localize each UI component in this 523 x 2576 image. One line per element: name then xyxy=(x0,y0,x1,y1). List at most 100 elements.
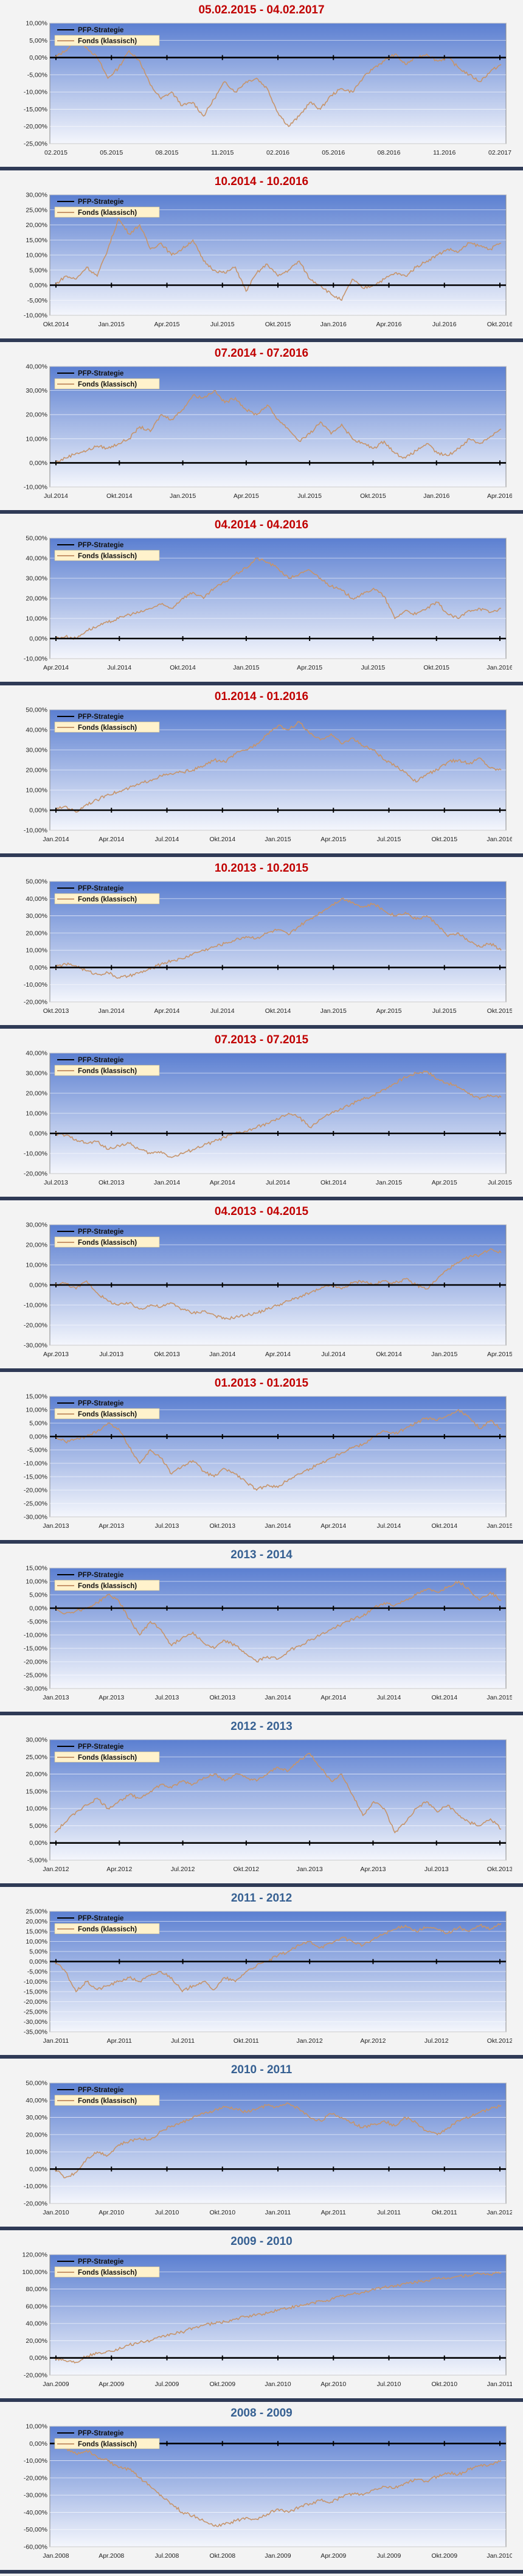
x-tick-label: Jul.2014 xyxy=(155,836,179,843)
x-tick-label: Jul.2010 xyxy=(155,2209,179,2216)
legend-label-strategy: PFP-Strategie xyxy=(78,542,123,549)
chart-panel: 2008 - 2009 10,00% 0,00% -10,00% -20,00% -30,… xyxy=(0,2403,523,2574)
chart-svg: 50,00% 40,00% 30,00% 20,00% 10,00% 0,00% -10,0… xyxy=(24,878,512,1015)
x-tick-label: Jan.2016 xyxy=(487,836,512,843)
y-tick-label: -5,00% xyxy=(27,1619,47,1626)
x-tick-label: Okt.2014 xyxy=(320,1179,347,1186)
x-tick-label: Jan.2016 xyxy=(487,664,512,671)
y-tick-label: 30,00% xyxy=(26,1737,47,1744)
legend-label-strategy: PFP-Strategie xyxy=(78,198,123,206)
y-tick-label: 0,00% xyxy=(29,807,47,814)
chart-panel: 2012 - 2013 30,00% 25,00% 20,00% 15,00% 10,00… xyxy=(0,1717,523,1887)
y-tick-label: -10,00% xyxy=(24,2457,47,2465)
x-tick-label: Okt.2014 xyxy=(376,1351,402,1358)
x-tick-label: Okt.2010 xyxy=(209,2209,235,2216)
panel-separator xyxy=(0,1025,523,1029)
y-tick-label: 15,00% xyxy=(26,1565,47,1572)
chart-title: 01.2014 - 01.2016 xyxy=(214,690,309,703)
chart-panel: 05.02.2015 - 04.02.2017 10,00% 5,00% 0,00% -… xyxy=(0,0,523,170)
y-tick-label: -60,00% xyxy=(24,2544,47,2551)
fund-series-line xyxy=(54,557,502,640)
y-tick-label: 10,00% xyxy=(26,1578,47,1586)
x-tick-label: Jul.2015 xyxy=(297,492,322,500)
x-tick-label: Jan.2014 xyxy=(99,1007,125,1015)
fund-series-line xyxy=(54,2271,502,2364)
x-tick-label: Apr.2013 xyxy=(99,1522,124,1530)
y-tick-label: 0,00% xyxy=(29,964,47,971)
y-tick-label: 15,00% xyxy=(26,1393,47,1401)
legend-label-fund: Fonds (klassisch) xyxy=(78,2441,137,2448)
legend-label-fund: Fonds (klassisch) xyxy=(78,209,137,217)
x-tick-label: Jan.2015 xyxy=(320,1007,347,1015)
x-tick-label: Jan.2015 xyxy=(170,492,196,500)
y-tick-label: -35,00% xyxy=(24,2029,47,2036)
y-tick-label: -15,00% xyxy=(24,1989,47,1996)
y-tick-label: -15,00% xyxy=(24,1474,47,1481)
chart-svg: 15,00% 10,00% 5,00% 0,00% -5,00% -10,00% -15,0… xyxy=(24,1393,512,1530)
x-tick-label: Okt.2015 xyxy=(360,492,386,500)
chart-title: 2012 - 2013 xyxy=(230,1720,293,1733)
legend-label-fund: Fonds (klassisch) xyxy=(78,553,137,560)
x-tick-label: Okt.2013 xyxy=(154,1351,180,1358)
chart-title: 2010 - 2011 xyxy=(230,2063,293,2076)
fund-series-line xyxy=(54,2102,502,2179)
chart-panel: 10.2014 - 10.2016 30,00% 25,00% 20,00% 15,00… xyxy=(0,172,523,342)
x-tick-label: Jul.2015 xyxy=(432,1007,457,1015)
x-tick-label: Jul.2011 xyxy=(377,2209,401,2216)
y-tick-label: -50,00% xyxy=(24,2526,47,2533)
chart-svg: 40,00% 30,00% 20,00% 10,00% 0,00% -10,00% -20,… xyxy=(24,1050,512,1187)
y-tick-label: 0,00% xyxy=(29,2354,47,2362)
y-tick-label: -20,00% xyxy=(24,2200,47,2208)
y-tick-label: -15,00% xyxy=(24,106,47,113)
x-tick-label: Apr.2014 xyxy=(320,1694,346,1701)
legend-label-strategy: PFP-Strategie xyxy=(78,1915,123,1922)
y-tick-label: -10,00% xyxy=(24,484,47,491)
y-tick-label: 30,00% xyxy=(26,2114,47,2121)
legend-label-strategy: PFP-Strategie xyxy=(78,1057,123,1064)
y-tick-label: 30,00% xyxy=(26,575,47,583)
x-tick-label: Apr.2014 xyxy=(320,1522,346,1530)
x-tick-label: Jan.2015 xyxy=(99,321,125,328)
x-tick-label: Jul.2015 xyxy=(361,664,386,671)
legend-label-fund: Fonds (klassisch) xyxy=(78,1068,137,1075)
y-tick-label: 20,00% xyxy=(26,767,47,774)
y-tick-label: 10,00% xyxy=(26,1805,47,1813)
y-tick-label: 20,00% xyxy=(26,1771,47,1778)
x-tick-label: Okt.2015 xyxy=(431,836,457,843)
x-tick-label: Okt.2011 xyxy=(432,2209,457,2216)
x-tick-label: Jul.2013 xyxy=(99,1351,123,1358)
chart-svg: 10,00% 0,00% -10,00% -20,00% -30,00% -40,00% -… xyxy=(24,2423,512,2560)
x-tick-label: Apr.2012 xyxy=(360,2037,386,2045)
x-tick-label: Apr.2014 xyxy=(99,836,124,843)
y-tick-label: 10,00% xyxy=(26,1262,47,1269)
y-tick-label: 0,00% xyxy=(29,2166,47,2173)
x-tick-label: Apr.2009 xyxy=(320,2552,346,2560)
x-tick-label: Jan.2009 xyxy=(43,2381,69,2388)
x-tick-label: Jul.2016 xyxy=(432,321,457,328)
y-tick-label: 0,00% xyxy=(29,54,47,61)
chart-title: 07.2014 - 07.2016 xyxy=(214,347,309,360)
chart-panel: 2010 - 2011 50,00% 40,00% 30,00% 20,00% 10,00… xyxy=(0,2060,523,2230)
panel-separator xyxy=(0,1540,523,1544)
legend: PFP-Strategie Fonds (klassisch) xyxy=(54,542,160,561)
x-tick-label: Apr.2010 xyxy=(320,2381,346,2388)
x-tick-label: Okt.2011 xyxy=(234,2037,259,2045)
y-tick-label: -30,00% xyxy=(24,1685,47,1693)
x-tick-label: Okt.2015 xyxy=(423,664,449,671)
x-tick-label: Okt.2008 xyxy=(209,2552,235,2560)
chart-title: 2008 - 2009 xyxy=(230,2407,293,2420)
y-tick-label: 20,00% xyxy=(26,2337,47,2345)
legend: PFP-Strategie Fonds (klassisch) xyxy=(54,1228,160,1248)
x-tick-label: Jan.2010 xyxy=(43,2209,69,2216)
x-tick-label: Apr.2015 xyxy=(320,836,346,843)
y-tick-label: 10,00% xyxy=(26,252,47,259)
x-tick-label: Jan.2012 xyxy=(43,1866,69,1873)
y-tick-label: 30,00% xyxy=(26,387,47,394)
legend: PFP-Strategie Fonds (klassisch) xyxy=(54,1400,160,1419)
x-tick-label: Okt.2013 xyxy=(209,1694,235,1701)
legend-label-strategy: PFP-Strategie xyxy=(78,27,123,34)
y-tick-label: 10,00% xyxy=(26,947,47,954)
y-tick-label: -20,00% xyxy=(24,1487,47,1494)
y-tick-label: -30,00% xyxy=(24,2018,47,2026)
